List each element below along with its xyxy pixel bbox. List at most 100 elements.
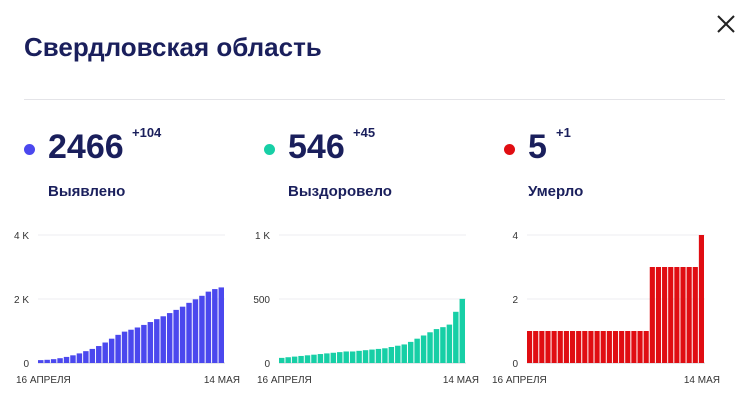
- chart-bar: [576, 331, 582, 363]
- chart-bar: [539, 331, 545, 363]
- chart-bar: [192, 299, 199, 363]
- y-tick-label: 1 K: [255, 231, 270, 242]
- chart-detected: 0 2 K 4 K 16 АПРЕЛЯ 14 МАЯ: [14, 231, 240, 386]
- x-tick-label-start: 16 АПРЕЛЯ: [257, 375, 312, 386]
- chart-bar: [218, 287, 224, 363]
- chart-bar: [134, 327, 141, 363]
- chart-bar: [440, 327, 446, 363]
- chart-bar: [655, 267, 662, 363]
- chart-bar: [631, 331, 637, 363]
- chart-bar: [199, 295, 205, 363]
- stat-delta-detected: +104: [132, 125, 162, 140]
- close-icon[interactable]: [712, 10, 740, 38]
- chart-bar: [459, 298, 465, 363]
- chart-bar: [557, 331, 563, 363]
- chart-bar: [343, 351, 349, 363]
- chart-bar: [70, 355, 76, 363]
- chart-bar: [533, 331, 539, 363]
- stat-label-died: Умерло: [528, 183, 584, 200]
- chart-bar: [427, 332, 433, 363]
- legend-dot-recovered: [264, 144, 275, 155]
- chart-bar: [186, 302, 192, 363]
- chart-bar: [57, 358, 63, 363]
- x-tick-label-end: 14 МАЯ: [684, 375, 720, 386]
- chart-bar: [674, 267, 680, 363]
- legend-dot-died: [504, 144, 515, 155]
- chart-bar: [349, 351, 356, 363]
- chart-bar: [407, 341, 414, 363]
- chart-bar: [527, 331, 533, 363]
- chart-bar: [551, 331, 557, 363]
- stat-value-died: 5: [528, 128, 547, 166]
- chart-bar: [362, 350, 369, 363]
- chart-bar: [625, 331, 631, 363]
- chart-bar: [63, 356, 70, 363]
- chart-bar: [304, 355, 311, 363]
- stat-label-recovered: Выздоровело: [288, 183, 392, 200]
- chart-bar: [38, 360, 44, 363]
- chart-bar: [643, 331, 649, 363]
- chart-bar: [291, 356, 298, 363]
- chart-bar: [317, 354, 324, 363]
- chart-bar: [76, 353, 83, 363]
- chart-bar: [108, 338, 115, 363]
- chart-bar: [330, 352, 337, 363]
- chart-bar: [166, 313, 173, 363]
- chart-bar: [612, 331, 619, 363]
- page-title: Свердловская область: [24, 32, 322, 62]
- y-tick-label: 500: [253, 295, 270, 306]
- chart-bar: [395, 345, 401, 363]
- chart-bar: [311, 354, 317, 363]
- chart-bar: [179, 306, 186, 363]
- chart-bar: [285, 357, 291, 363]
- chart-bar: [668, 267, 674, 363]
- y-tick-label: 2 K: [14, 295, 29, 306]
- y-tick-label: 0: [512, 359, 518, 370]
- stat-label-detected: Выявлено: [48, 183, 126, 200]
- stat-value-detected: 2466: [48, 128, 124, 166]
- chart-bar: [356, 350, 362, 363]
- chart-bar: [121, 331, 128, 363]
- chart-bar: [375, 348, 382, 363]
- legend-dot-detected: [24, 144, 35, 155]
- header-divider: [24, 99, 725, 100]
- chart-bar: [128, 329, 134, 363]
- chart-bar: [545, 331, 551, 363]
- chart-bar: [401, 344, 407, 363]
- chart-died: 0 2 4 16 АПРЕЛЯ 14 МАЯ: [492, 231, 720, 386]
- y-tick-label: 2: [512, 295, 518, 306]
- chart-bar: [433, 329, 440, 363]
- chart-bar: [44, 359, 50, 363]
- chart-bar: [420, 335, 427, 363]
- chart-bar: [388, 347, 395, 363]
- chart-bar: [337, 352, 343, 363]
- chart-bar: [619, 331, 625, 363]
- chart-bar: [279, 357, 285, 363]
- chart-bar: [147, 322, 154, 363]
- chart-bar: [563, 331, 569, 363]
- y-tick-label: 4 K: [14, 231, 29, 242]
- x-tick-label-start: 16 АПРЕЛЯ: [492, 375, 547, 386]
- chart-bar: [83, 351, 89, 363]
- chart-bar: [446, 324, 453, 363]
- chart-bar: [382, 348, 388, 363]
- stat-value-recovered: 546: [288, 128, 345, 166]
- chart-bar: [115, 334, 121, 363]
- chart-bar: [686, 267, 692, 363]
- chart-bar: [662, 267, 668, 363]
- chart-bar: [102, 342, 108, 363]
- y-tick-label: 0: [23, 359, 29, 370]
- x-tick-label-end: 14 МАЯ: [443, 375, 479, 386]
- y-tick-label: 0: [264, 359, 270, 370]
- chart-bar: [89, 348, 96, 363]
- chart-bar: [212, 289, 218, 363]
- chart-bar: [50, 359, 57, 363]
- chart-bar: [324, 353, 330, 363]
- x-tick-label-end: 14 МАЯ: [204, 375, 240, 386]
- chart-bar: [141, 324, 147, 363]
- chart-bar: [298, 355, 304, 363]
- stat-delta-died: +1: [556, 125, 571, 140]
- chart-bar: [637, 331, 643, 363]
- chart-bar: [96, 346, 102, 363]
- chart-bar: [205, 291, 212, 363]
